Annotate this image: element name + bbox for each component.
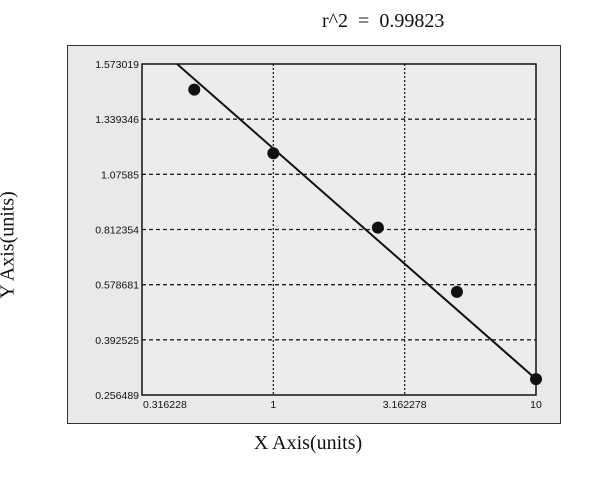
y-tick-label: 1.339346 [95, 114, 139, 126]
data-point [371, 221, 384, 234]
grid-lines [142, 64, 536, 395]
data-points [188, 83, 542, 386]
x-tick-labels: 0.316228 1 3.162278 10 [143, 399, 542, 411]
y-tick-label: 0.392525 [95, 335, 139, 347]
y-tick-label: 1.573019 [95, 59, 139, 71]
y-tick-labels: 1.573019 1.339346 1.07585 0.812354 0.578681 0… [95, 59, 139, 402]
x-tick-label: 1 [270, 399, 276, 411]
y-tick-label: 1.07585 [101, 169, 139, 181]
data-point [267, 147, 280, 160]
y-tick-label: 0.578681 [95, 280, 139, 292]
r-squared-label: r^2 = 0.99823 [322, 10, 445, 32]
x-tick-label: 0.316228 [143, 399, 187, 411]
x-tick-label: 10 [530, 399, 542, 411]
y-tick-label: 0.812354 [95, 225, 139, 237]
data-point [450, 285, 463, 298]
data-point [530, 373, 542, 386]
x-tick-label: 3.162278 [383, 399, 427, 411]
data-point [188, 83, 201, 96]
plot-area [141, 63, 537, 396]
y-tick-label: 0.256489 [95, 390, 139, 402]
y-axis-label-text: Y Axis(units) [0, 191, 19, 299]
fit-line [176, 63, 537, 380]
x-axis-label: X Axis(units) [253, 432, 363, 454]
